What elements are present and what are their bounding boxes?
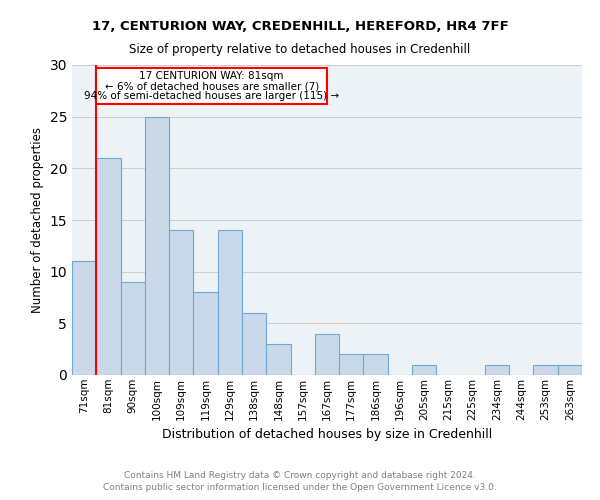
Bar — [533, 364, 558, 375]
Text: ← 6% of detached houses are smaller (7): ← 6% of detached houses are smaller (7) — [104, 81, 319, 91]
Bar — [169, 230, 193, 375]
Text: Contains HM Land Registry data © Crown copyright and database right 2024.: Contains HM Land Registry data © Crown c… — [124, 471, 476, 480]
X-axis label: Distribution of detached houses by size in Credenhill: Distribution of detached houses by size … — [162, 428, 492, 441]
FancyBboxPatch shape — [96, 68, 327, 104]
Bar — [485, 364, 509, 375]
Bar — [558, 364, 582, 375]
Bar — [121, 282, 145, 375]
Bar — [364, 354, 388, 375]
Bar — [242, 313, 266, 375]
Bar — [339, 354, 364, 375]
Bar — [72, 262, 96, 375]
Text: 17, CENTURION WAY, CREDENHILL, HEREFORD, HR4 7FF: 17, CENTURION WAY, CREDENHILL, HEREFORD,… — [92, 20, 508, 33]
Text: 17 CENTURION WAY: 81sqm: 17 CENTURION WAY: 81sqm — [139, 71, 284, 81]
Text: Size of property relative to detached houses in Credenhill: Size of property relative to detached ho… — [130, 42, 470, 56]
Bar — [193, 292, 218, 375]
Text: 94% of semi-detached houses are larger (115) →: 94% of semi-detached houses are larger (… — [84, 92, 339, 102]
Text: Contains public sector information licensed under the Open Government Licence v3: Contains public sector information licen… — [103, 484, 497, 492]
Y-axis label: Number of detached properties: Number of detached properties — [31, 127, 44, 313]
Bar — [96, 158, 121, 375]
Bar — [145, 116, 169, 375]
Bar — [266, 344, 290, 375]
Bar — [412, 364, 436, 375]
Bar — [315, 334, 339, 375]
Bar — [218, 230, 242, 375]
